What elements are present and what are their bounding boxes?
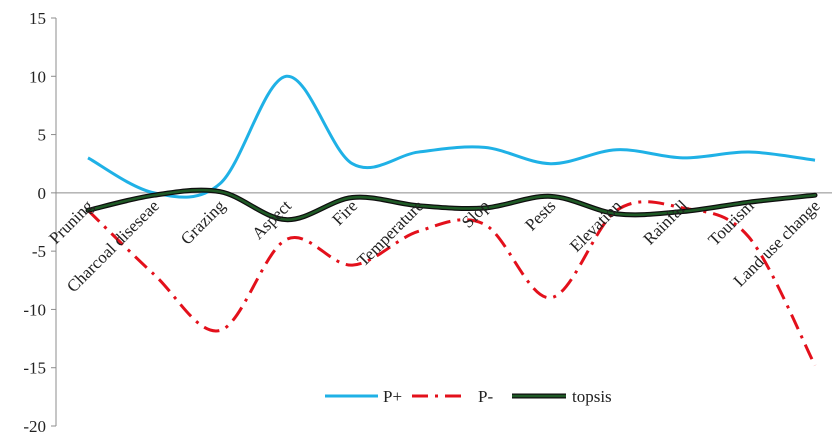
legend-label: P+ <box>383 387 402 406</box>
legend: P+ P-topsis <box>325 387 612 406</box>
y-tick-label: 15 <box>29 9 46 28</box>
legend-label: P- <box>478 387 493 406</box>
x-tick-label: Rainfall <box>639 196 691 248</box>
x-tick-label: Pests <box>521 196 559 234</box>
x-tick-label: Grazing <box>177 196 230 249</box>
y-tick-label: -20 <box>23 417 46 433</box>
y-tick-label: 10 <box>29 67 46 86</box>
y-tick-label: 0 <box>38 184 47 203</box>
legend-label: topsis <box>572 387 612 406</box>
x-tick-label: Pruning <box>45 196 97 248</box>
y-tick-label: -5 <box>32 242 46 261</box>
y-tick-label: 5 <box>38 126 47 145</box>
x-tick-label: Slop <box>458 196 493 231</box>
x-tick-label: Elevation <box>566 196 626 256</box>
series-pplus <box>88 76 815 197</box>
series-line-p-plus <box>88 76 815 197</box>
y-tick-label: -10 <box>23 300 46 319</box>
y-tick-label: -15 <box>23 359 46 378</box>
